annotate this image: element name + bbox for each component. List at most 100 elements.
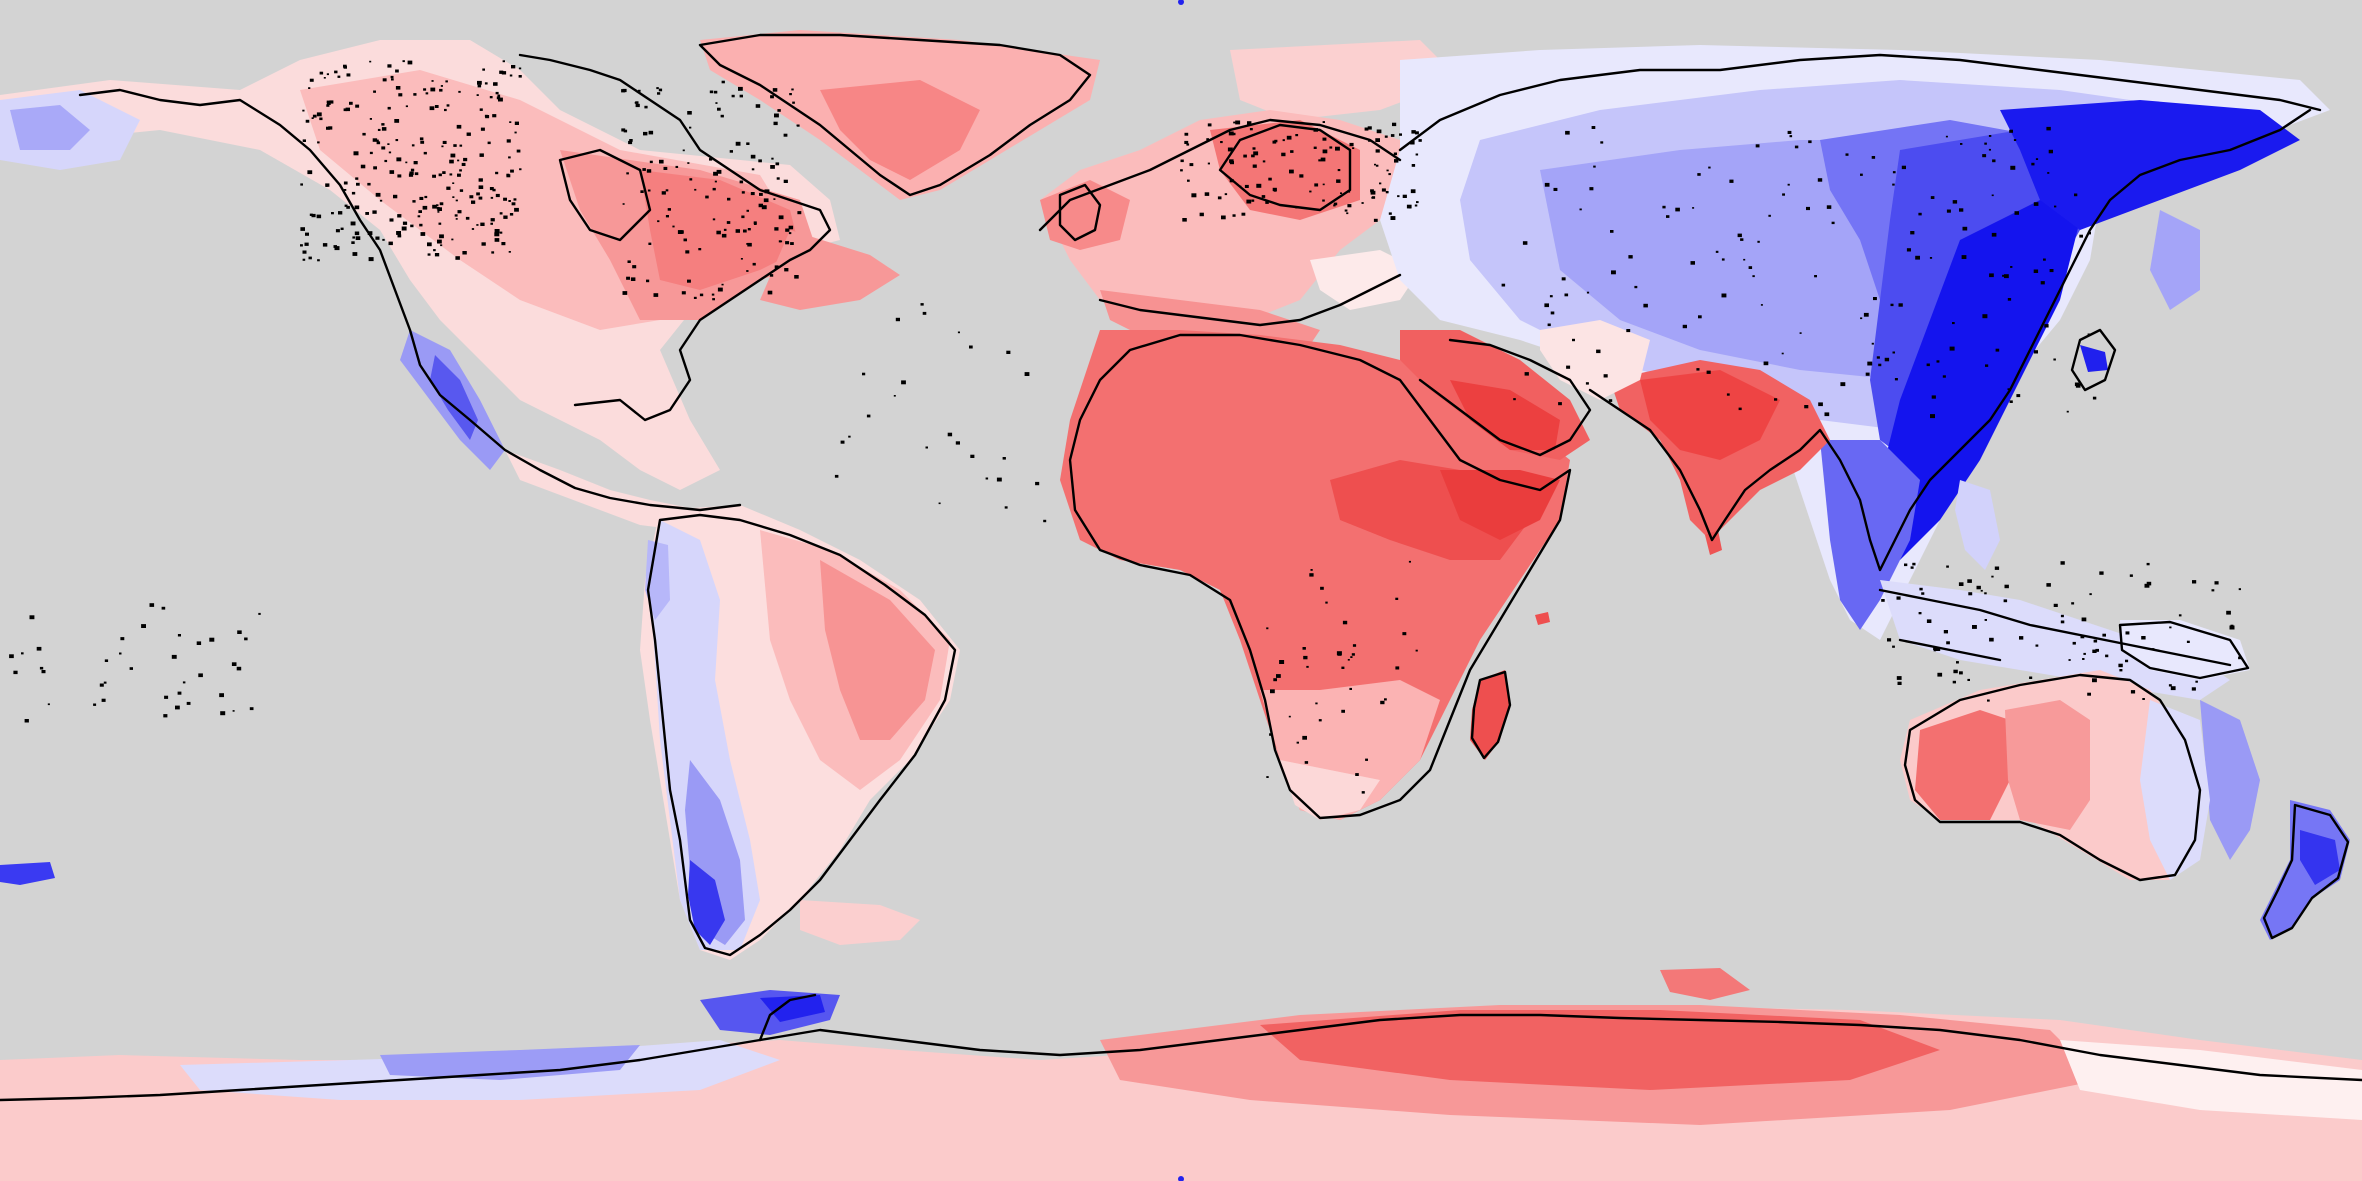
island-dot (93, 703, 97, 706)
island-dot (346, 73, 351, 77)
island-dot (656, 87, 659, 90)
island-dot (1721, 258, 1725, 261)
island-dot (1368, 139, 1371, 142)
island-dot (2019, 636, 2024, 640)
island-dot (1309, 573, 1314, 577)
island-dot (2092, 396, 2097, 400)
island-dot (258, 612, 261, 615)
island-dot (103, 681, 107, 684)
island-dot (387, 64, 392, 68)
island-dot (1282, 139, 1285, 142)
island-dot (1247, 121, 1252, 125)
island-dot (519, 168, 522, 171)
island-dot (698, 248, 702, 251)
island-dot (794, 275, 799, 279)
island-dot (325, 183, 330, 187)
island-dot (450, 153, 456, 158)
island-dot (648, 130, 654, 135)
island-dot (349, 101, 353, 105)
island-dot (514, 121, 519, 125)
anomaly-neutral-balkans (1310, 250, 1420, 310)
island-dot (1024, 372, 1030, 376)
island-dot (334, 246, 340, 251)
island-dot (1643, 303, 1648, 308)
island-dot (356, 182, 360, 186)
island-dot (2146, 562, 2150, 566)
island-dot (665, 215, 669, 218)
island-dot (1984, 592, 1987, 595)
island-dot (372, 138, 378, 142)
island-dot (317, 141, 320, 144)
island-dot (163, 714, 168, 718)
island-dot (677, 230, 683, 234)
island-dot (1233, 121, 1236, 124)
island-dot (1942, 375, 1946, 378)
island-dot (2144, 583, 2150, 588)
island-dot (735, 229, 740, 233)
island-dot (427, 242, 432, 247)
island-dot (1988, 148, 1991, 151)
island-dot (305, 232, 309, 236)
island-dot (1220, 141, 1223, 144)
island-dot (438, 173, 442, 177)
island-dot (1229, 179, 1234, 183)
island-dot (397, 174, 402, 178)
island-dot (1666, 215, 1670, 218)
island-dot (427, 253, 431, 256)
island-dot (1926, 363, 1930, 367)
island-dot (632, 265, 637, 269)
island-dot (1989, 637, 1994, 642)
island-dot (402, 60, 405, 63)
island-dot (1335, 146, 1340, 151)
island-dot (437, 239, 442, 244)
island-dot (2229, 625, 2235, 630)
island-dot (1337, 169, 1341, 172)
island-dot (764, 189, 770, 194)
island-dot (727, 197, 731, 201)
island-dot (1393, 152, 1397, 156)
island-dot (1266, 776, 1269, 778)
island-dot (750, 154, 756, 159)
island-speckle (9, 60, 2242, 794)
island-dot (24, 719, 29, 723)
island-dot (489, 187, 494, 191)
island-dot (1376, 129, 1382, 134)
island-dot (1373, 218, 1378, 222)
island-dot (1550, 311, 1555, 315)
island-dot (369, 151, 373, 155)
island-dot (220, 711, 226, 716)
island-dot (1930, 196, 1935, 199)
island-dot (1408, 560, 1411, 563)
island-dot (796, 124, 800, 127)
island-dot (1347, 659, 1350, 661)
island-dot (442, 171, 446, 174)
island-dot (1322, 121, 1325, 123)
island-dot (783, 133, 788, 137)
island-dot (375, 192, 381, 197)
island-dot (1897, 681, 1902, 685)
island-dot (1726, 393, 1730, 396)
island-dot (461, 162, 466, 166)
island-dot (1513, 398, 1516, 401)
island-dot (1269, 733, 1273, 736)
island-dot (1894, 378, 1898, 381)
anomaly-warm-greenland-core (820, 80, 980, 180)
island-dot (1207, 162, 1210, 165)
island-dot (1184, 132, 1189, 136)
coastline-greenland (698, 33, 1092, 197)
island-dot (2095, 648, 2099, 652)
island-dot (244, 637, 248, 641)
island-dot (503, 197, 507, 201)
island-dot (717, 287, 723, 292)
land-fill-africa (1060, 330, 1570, 820)
island-dot (1390, 134, 1395, 137)
island-dot (763, 198, 769, 203)
island-dot (478, 185, 484, 189)
island-dot (780, 240, 783, 243)
anomaly-cool-east-australia (2140, 700, 2210, 880)
island-dot (508, 251, 511, 253)
anomaly-cool-weddell-core (380, 1045, 640, 1080)
island-dot (446, 104, 450, 107)
island-dot (506, 174, 511, 178)
island-dot (495, 193, 500, 198)
